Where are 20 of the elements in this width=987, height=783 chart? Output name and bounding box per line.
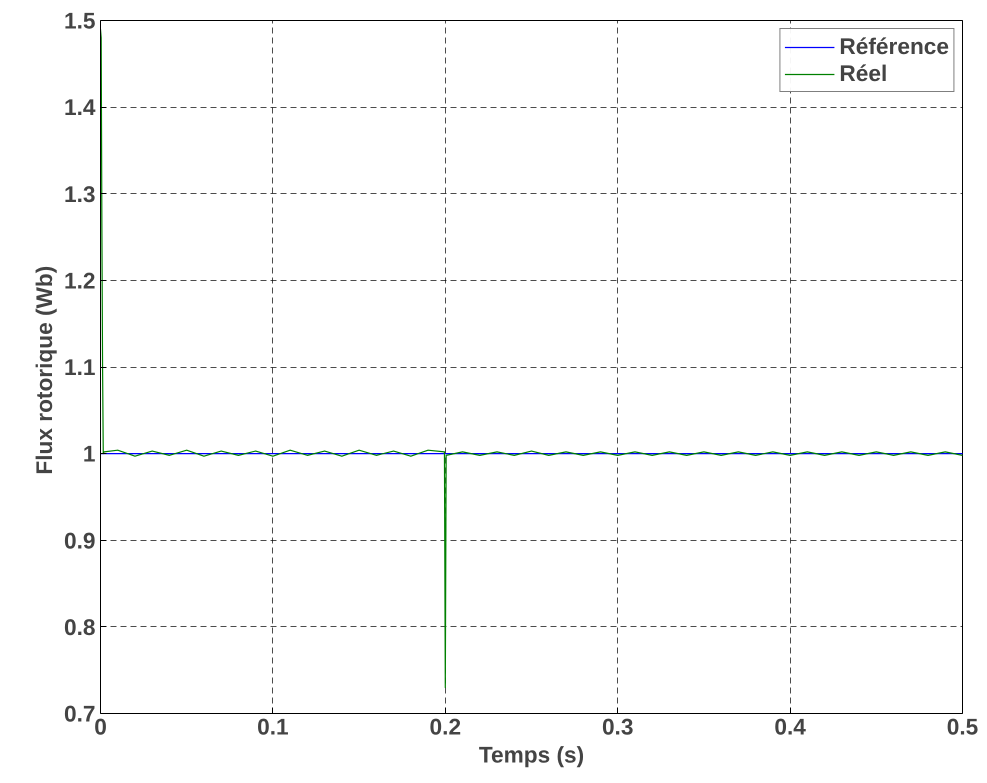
x-tick-label: 0.1 bbox=[257, 714, 289, 740]
x-tick-label: 0.2 bbox=[430, 714, 462, 740]
y-axis-title: Flux rotorique (Wb) bbox=[31, 266, 58, 475]
x-tick-label: 0.4 bbox=[774, 714, 806, 740]
y-tick-label: 1.1 bbox=[64, 354, 96, 380]
y-tick-label: 1.2 bbox=[64, 267, 96, 294]
legend-label: Réel bbox=[839, 60, 888, 87]
y-tick-label: 1.4 bbox=[64, 94, 96, 120]
x-tick-label: 0.3 bbox=[602, 714, 634, 740]
y-tick-label: 0.9 bbox=[64, 527, 96, 554]
x-axis-title: Temps (s) bbox=[478, 742, 584, 768]
y-tick-label: 0.7 bbox=[64, 700, 96, 726]
y-tick-label: 1 bbox=[82, 440, 96, 467]
legend-label: Référence bbox=[839, 33, 949, 60]
y-tick-label: 1.5 bbox=[64, 8, 96, 34]
x-tick-label: 0 bbox=[94, 714, 107, 740]
y-tick-label: 0.8 bbox=[64, 614, 96, 640]
y-tick-label: 1.3 bbox=[64, 180, 96, 207]
x-tick-label: 0.5 bbox=[946, 714, 978, 740]
line-series bbox=[100, 28, 962, 688]
